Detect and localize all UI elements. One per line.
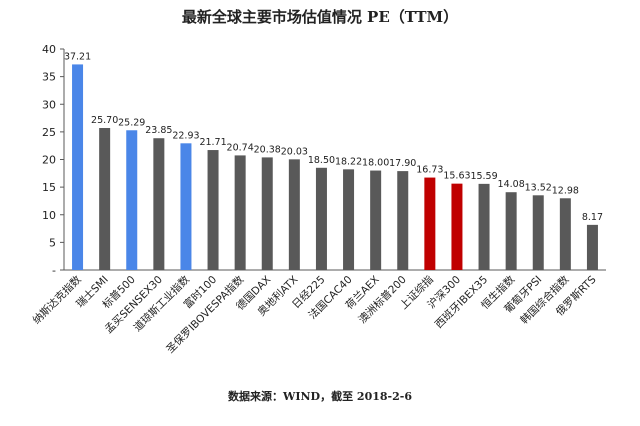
y-tick-label: - [52, 264, 56, 277]
y-tick-label: 15 [42, 181, 56, 194]
bar-value-label: 13.52 [525, 182, 552, 193]
bar [424, 177, 436, 270]
bar [586, 224, 598, 270]
y-tick-label: 35 [42, 71, 56, 84]
bar-value-label: 16.73 [416, 165, 443, 176]
chart-title: 最新全球主要市场估值情况 PE（TTM） [181, 8, 459, 26]
bar-value-label: 37.21 [64, 51, 91, 62]
bar-value-label: 22.93 [172, 130, 199, 141]
bar-value-label: 15.63 [443, 171, 470, 182]
y-tick-label: 10 [42, 209, 56, 222]
bar-value-label: 8.17 [582, 212, 603, 223]
bar-value-label: 23.85 [145, 125, 172, 136]
bar [99, 128, 111, 270]
bar [397, 171, 409, 270]
bar-value-label: 14.08 [498, 179, 525, 190]
bar-value-label: 25.70 [91, 115, 118, 126]
y-tick-label: 20 [42, 154, 56, 167]
bar [559, 198, 571, 270]
y-tick-label: 40 [42, 43, 56, 56]
bar [478, 183, 490, 270]
y-tick-label: 5 [49, 236, 56, 249]
bar [126, 130, 138, 270]
bar [315, 167, 327, 270]
bar [343, 169, 355, 270]
bar [505, 192, 517, 270]
bar-value-label: 12.98 [552, 185, 579, 196]
bar [532, 195, 544, 270]
bar [288, 159, 300, 270]
bar [234, 155, 246, 270]
y-tick-label: 25 [42, 126, 56, 139]
bar-value-label: 25.29 [118, 117, 145, 128]
bar-value-label: 20.38 [254, 144, 281, 155]
bar [72, 64, 84, 270]
bar [180, 143, 192, 270]
bar-value-label: 18.00 [362, 158, 389, 169]
bar-value-label: 15.59 [470, 171, 497, 182]
bar-value-label: 18.22 [335, 156, 362, 167]
source-note: 数据来源：WIND，截至 2018-2-6 [228, 390, 412, 403]
bar-value-label: 18.50 [308, 155, 335, 166]
y-tick-label: 30 [42, 98, 56, 111]
bar [261, 157, 273, 270]
bar-value-label: 21.71 [199, 137, 226, 148]
bar-value-label: 17.90 [389, 158, 416, 169]
bar [207, 150, 219, 270]
bar-value-label: 20.74 [227, 142, 254, 153]
bar-value-label: 20.03 [281, 146, 308, 157]
bar [370, 170, 382, 270]
bar [451, 183, 463, 270]
bar [153, 138, 165, 270]
